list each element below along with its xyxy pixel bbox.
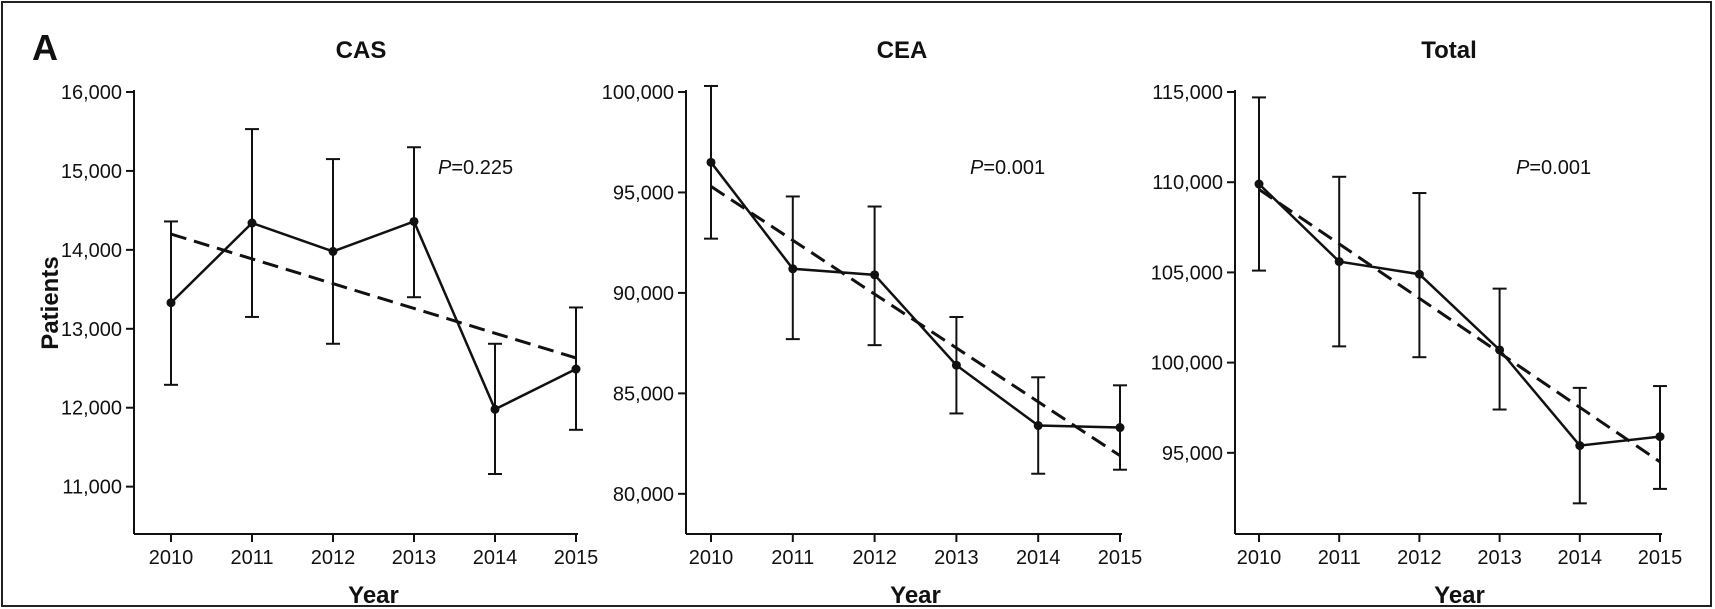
x-tick-label: 2011 [771,547,814,569]
trend-line [170,232,577,360]
x-axis-title: Year [890,582,941,609]
panel-title: CAS [336,37,387,64]
data-point [706,157,716,167]
data-point [247,218,257,228]
data-point [1655,432,1665,442]
x-tick-label: 2013 [934,547,979,569]
data-point [1575,441,1585,451]
y-tick-label: 13,000 [61,319,122,341]
x-tick-label: 2010 [149,547,194,569]
y-tick-label: 12,000 [61,398,122,420]
panel-total: Total 95,000 100,000 105,000 110,000 115,000 2… [1151,37,1683,609]
y-tick-label: 80,000 [613,484,674,506]
data-point [571,364,581,374]
x-tick-label: 2010 [1237,547,1282,569]
x-tick-label: 2014 [1558,547,1603,569]
data-point [328,246,338,256]
x-tick-label: 2012 [852,547,897,569]
data-point [1334,257,1344,267]
y-tick-label: 110,000 [1152,172,1223,194]
p-value-annotation: P=0.001 [1516,157,1591,179]
data-point [1115,423,1125,433]
panel-label: A [32,27,58,68]
y-tick-label: 115,000 [1152,82,1223,104]
y-tick-label: 105,000 [1151,262,1223,284]
x-tick-label: 2013 [392,547,437,569]
y-tick-label: 95,000 [1162,443,1223,465]
x-tick-label: 2012 [311,547,356,569]
p-value: =0.225 [451,157,513,179]
x-tick-label: 2011 [230,547,273,569]
y-tick-label: 85,000 [613,383,674,405]
panels: CAS 11,000 12,000 13,000 14,000 15,000 16,000 2… [37,37,1682,609]
p-value-annotation: P=0.225 [438,157,513,179]
x-tick-label: 2015 [1638,547,1683,569]
panel-title: Total [1421,37,1477,64]
x-tick-label: 2015 [554,547,599,569]
data-point [1495,345,1505,355]
y-tick-label: 100,000 [1151,353,1223,375]
y-tick-label: 11,000 [62,477,122,499]
series-line [710,161,1121,429]
y-tick-label: 95,000 [613,182,674,204]
p-symbol: P [970,157,984,179]
p-symbol: P [438,157,452,179]
data-point [870,270,880,280]
x-tick-label: 2011 [1318,547,1361,569]
data-point [788,264,798,274]
p-value: =0.001 [1529,157,1591,179]
x-tick-label: 2014 [1016,547,1061,569]
data-point [1254,179,1264,189]
y-tick-label: 90,000 [613,283,674,305]
data-point [166,298,176,308]
x-axis-title: Year [1434,582,1485,609]
x-tick-label: 2013 [1477,547,1522,569]
trend-line [1258,188,1661,464]
series-line [1258,183,1661,447]
panel-title: CEA [877,37,928,64]
x-tick-label: 2012 [1397,547,1442,569]
y-tick-label: 16,000 [61,82,122,104]
y-tick-label: 100,000 [602,82,674,104]
y-tick-label: 15,000 [61,161,122,183]
data-point [951,360,961,370]
panel-cea: CEA 80,000 85,000 90,000 95,000 100,000 2010 20… [602,37,1143,609]
x-tick-label: 2014 [473,547,518,569]
x-tick-label: 2010 [689,547,734,569]
y-axis-title: Patients [37,256,64,349]
data-point [1033,421,1043,431]
x-axis-title: Year [348,582,399,609]
p-value-annotation: P=0.001 [970,157,1045,179]
p-value: =0.001 [983,157,1045,179]
p-symbol: P [1516,157,1530,179]
data-point [409,216,419,226]
panel-cas: CAS 11,000 12,000 13,000 14,000 15,000 16,000 2… [37,37,598,609]
x-tick-label: 2015 [1098,547,1143,569]
data-point [1414,269,1424,279]
y-tick-label: 14,000 [61,240,122,262]
data-point [490,404,500,414]
series-line [170,219,577,411]
